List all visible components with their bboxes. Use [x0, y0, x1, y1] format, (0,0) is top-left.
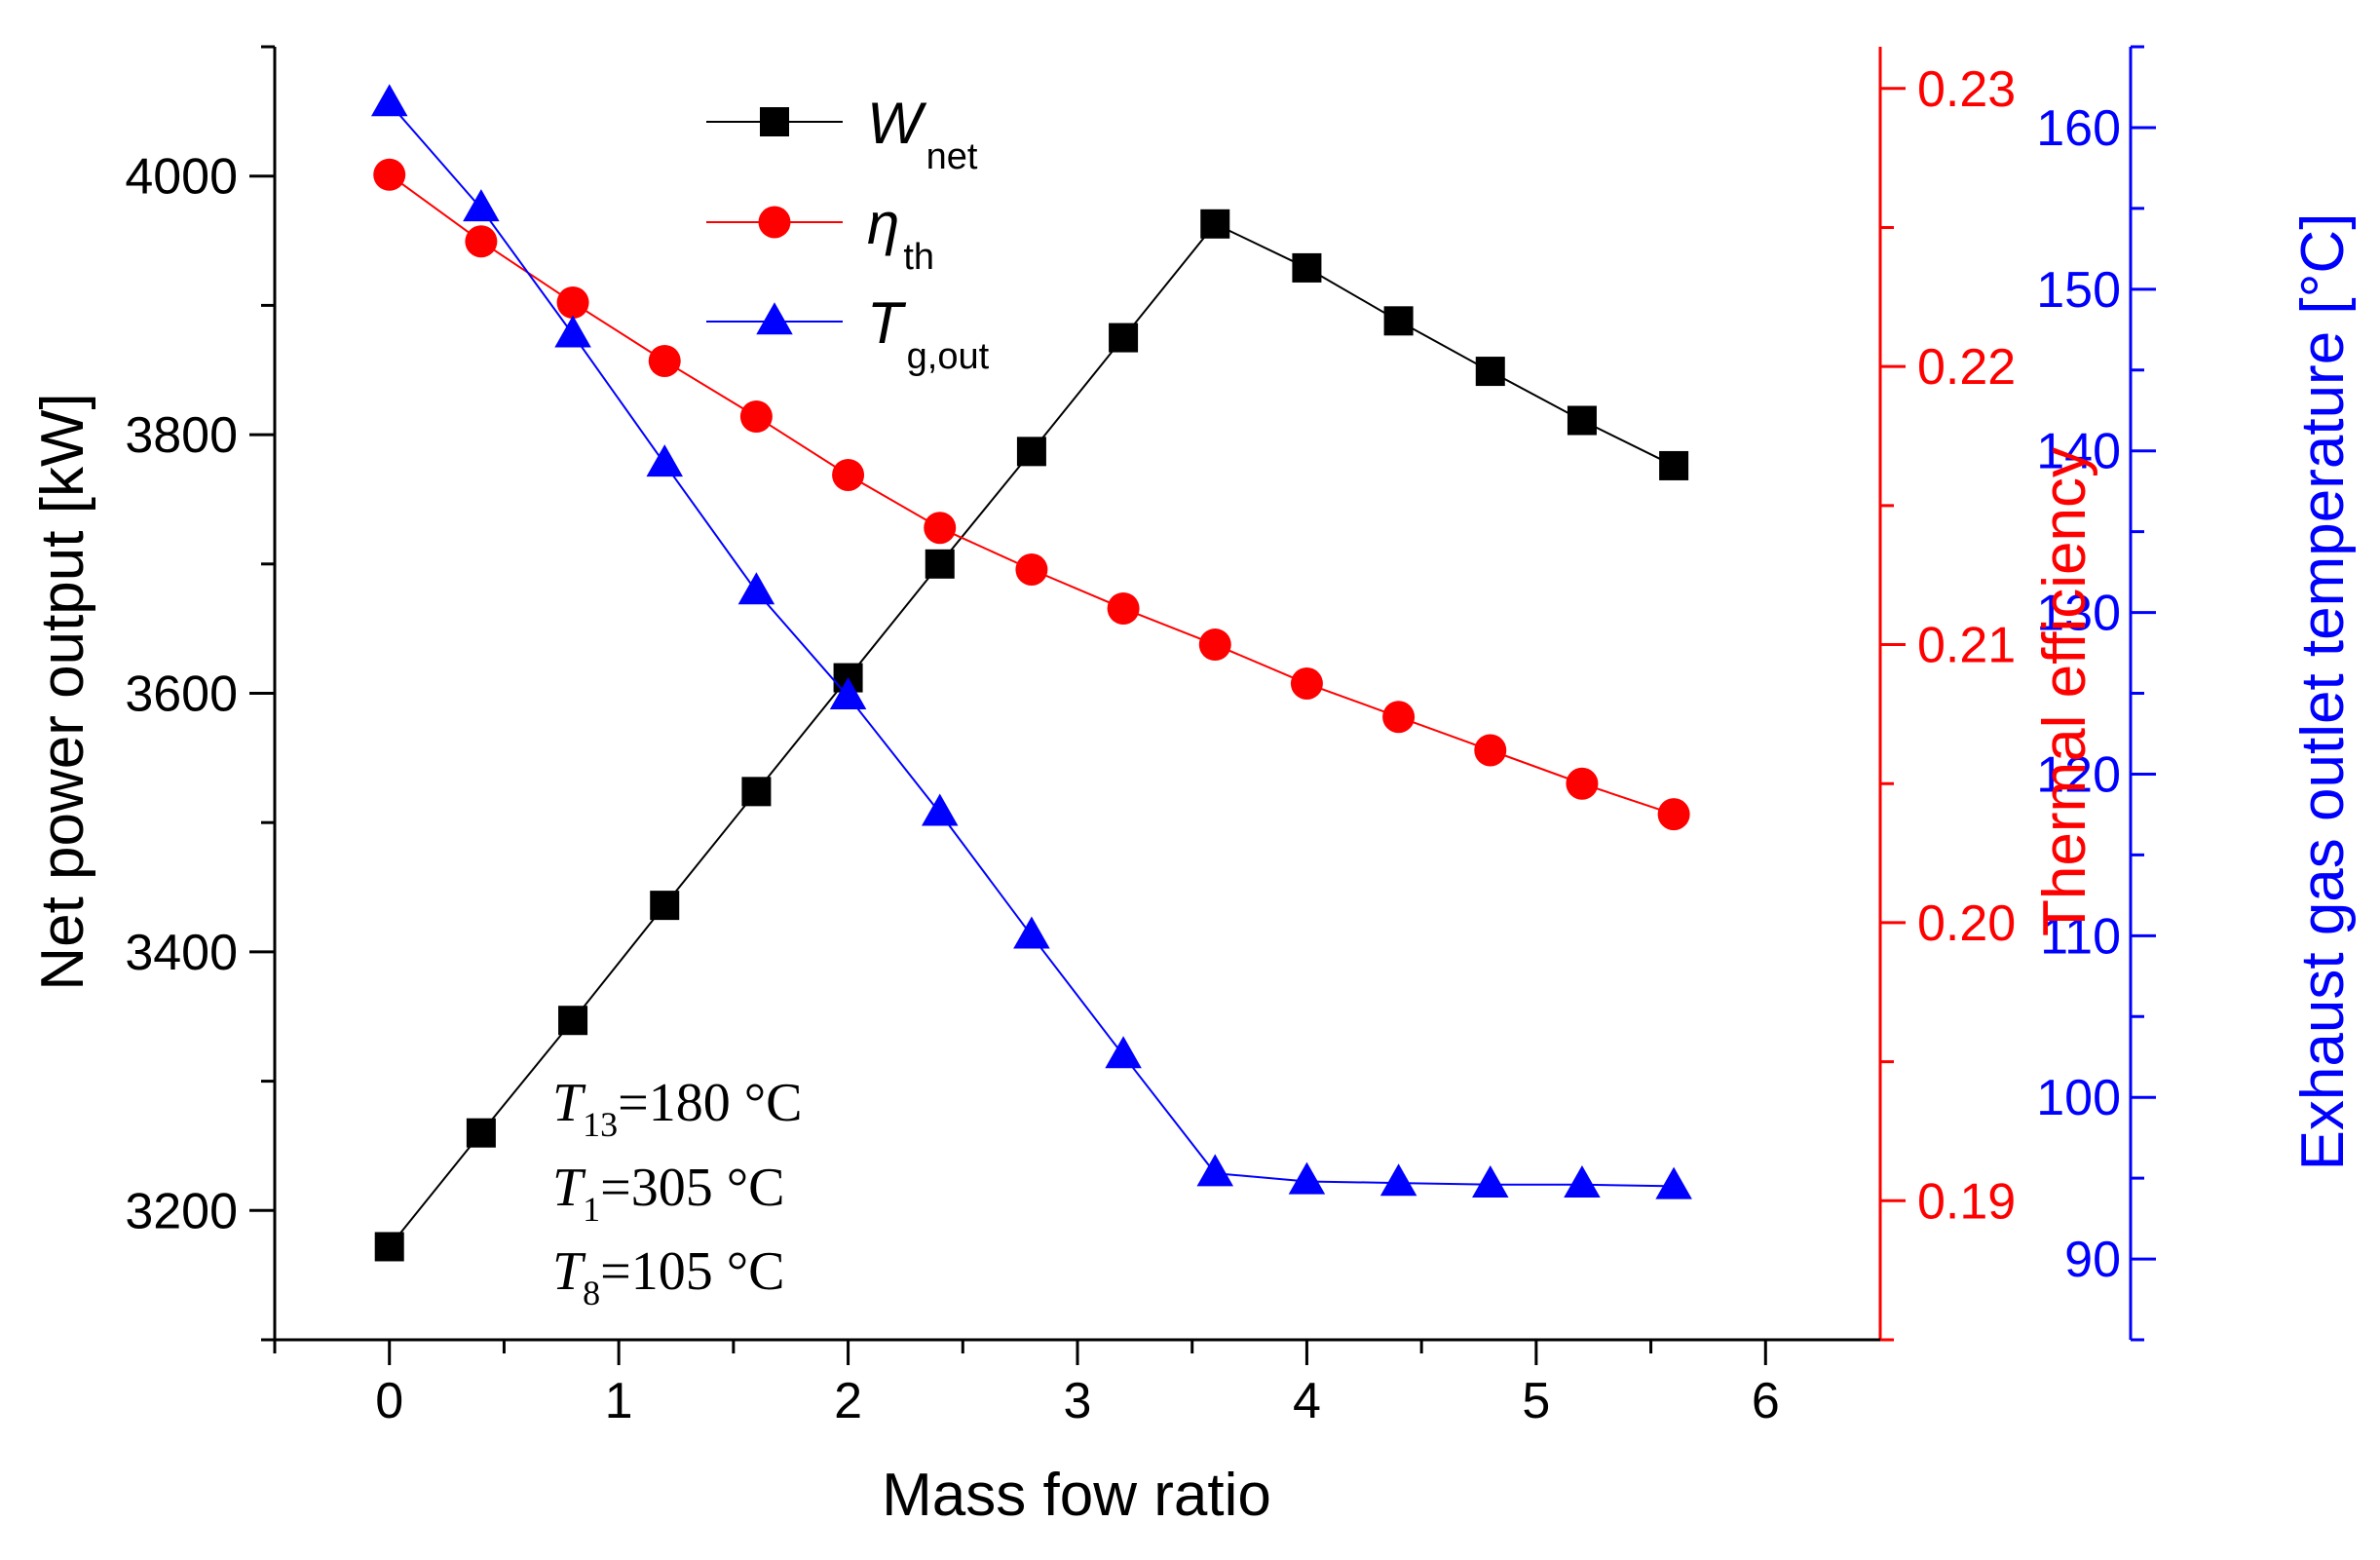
right1-tick-label: 0.19 — [1917, 1173, 2016, 1230]
data-point — [1105, 1036, 1142, 1069]
x-axis: 0 1 2 3 4 5 6 — [273, 1338, 1880, 1429]
x-tick-label: 0 — [375, 1373, 403, 1429]
data-point — [924, 512, 957, 545]
thermal-efficiency-axis-title: Thermal efficiency — [2031, 447, 2098, 936]
data-point — [1567, 405, 1597, 436]
x-tick-label: 4 — [1293, 1373, 1321, 1429]
right1-tick-label: 0.23 — [1917, 61, 2016, 118]
data-point — [1659, 450, 1689, 480]
legend-marker — [758, 206, 791, 239]
right2-tick-label: 90 — [2064, 1232, 2121, 1288]
legend-label: ηth — [867, 191, 934, 278]
x-tick-label: 5 — [1522, 1373, 1550, 1429]
data-point — [829, 677, 867, 710]
annotation-text: T8=105 °C — [552, 1241, 784, 1313]
legend-marker — [756, 302, 793, 335]
data-point — [1015, 553, 1048, 587]
data-point — [741, 777, 772, 807]
x-tick-label: 3 — [1064, 1373, 1092, 1429]
x-tick-label: 6 — [1752, 1373, 1780, 1429]
data-point — [1198, 628, 1231, 662]
data-point — [1475, 357, 1505, 387]
left-tick-label: 3200 — [125, 1183, 238, 1239]
data-point — [832, 458, 865, 491]
data-point — [925, 549, 955, 579]
series-layer — [370, 84, 1692, 1262]
data-point — [1109, 323, 1139, 353]
annotation-text: T13=180 °C — [552, 1073, 802, 1144]
right2-tick-label: 100 — [2036, 1070, 2121, 1126]
annotation-text: T1=305 °C — [552, 1158, 784, 1229]
data-point — [1013, 916, 1050, 949]
exhaust-temperature-axis: 90 100 110 120 130 140 150 160 — [2036, 45, 2156, 1342]
right2-tick-label: 120 — [2036, 746, 2121, 803]
legend: Wnet ηth Tg,out — [706, 91, 990, 377]
data-point — [1564, 1164, 1601, 1198]
data-point — [739, 400, 773, 434]
data-point — [373, 158, 406, 191]
left-axis-title: Net power output [kW] — [29, 393, 96, 990]
left-tick-label: 3400 — [125, 925, 238, 981]
data-point — [737, 572, 775, 605]
left-axis: 3200 3400 3600 3800 4000 — [125, 45, 277, 1342]
right1-tick-label: 0.22 — [1917, 339, 2016, 396]
data-point — [1196, 1154, 1234, 1187]
data-point — [1566, 767, 1599, 800]
data-point — [370, 84, 408, 117]
data-point — [1474, 734, 1507, 767]
data-point — [650, 891, 680, 921]
legend-label: Wnet — [867, 91, 978, 177]
left-tick-label: 3600 — [125, 666, 238, 723]
data-point — [1107, 591, 1140, 625]
data-point — [1200, 209, 1230, 239]
legend-label: Tg,out — [867, 290, 990, 377]
left-tick-label: 3800 — [125, 407, 238, 464]
thermal-efficiency-series — [373, 158, 1690, 831]
exhaust-temperature-series — [370, 84, 1692, 1199]
data-point — [1655, 1166, 1692, 1199]
data-point — [1382, 701, 1416, 734]
data-point — [1657, 798, 1690, 831]
right2-tick-label: 150 — [2036, 262, 2121, 319]
data-point — [374, 1232, 404, 1262]
data-point — [1472, 1164, 1509, 1198]
data-point — [463, 189, 500, 222]
data-point — [648, 344, 681, 377]
x-axis-title: Mass fow ratio — [882, 1462, 1271, 1529]
data-point — [1288, 1161, 1326, 1195]
data-point — [558, 1006, 588, 1036]
net-power-series — [374, 209, 1689, 1262]
data-point — [1290, 667, 1323, 701]
right2-tick-label: 160 — [2036, 100, 2121, 157]
right2-tick-label: 130 — [2036, 586, 2121, 642]
series-line — [389, 173, 1675, 816]
right2-tick-label: 110 — [2040, 908, 2121, 965]
left-tick-label: 4000 — [125, 149, 238, 206]
data-point — [646, 444, 683, 477]
x-tick-label: 1 — [605, 1373, 633, 1429]
right2-tick-label: 140 — [2036, 424, 2121, 480]
legend-marker — [760, 107, 789, 136]
data-point — [465, 225, 498, 258]
right1-tick-label: 0.21 — [1917, 618, 2016, 674]
data-point — [1379, 1163, 1417, 1197]
annotations: T13=180 °C T1=305 °C T8=105 °C — [552, 1073, 802, 1313]
data-point — [1383, 306, 1414, 336]
right1-tick-label: 0.20 — [1917, 895, 2016, 952]
data-point — [556, 286, 589, 320]
data-point — [1292, 252, 1322, 283]
data-point — [554, 315, 591, 348]
thermal-efficiency-axis: 0.19 0.20 0.21 0.22 0.23 — [1878, 47, 2016, 1342]
x-tick-label: 2 — [834, 1373, 862, 1429]
data-point — [921, 793, 959, 826]
data-point — [1016, 437, 1046, 467]
data-point — [466, 1118, 496, 1148]
exhaust-temperature-axis-title: Exhaust gas outlet temperature [°C] — [2289, 213, 2357, 1171]
